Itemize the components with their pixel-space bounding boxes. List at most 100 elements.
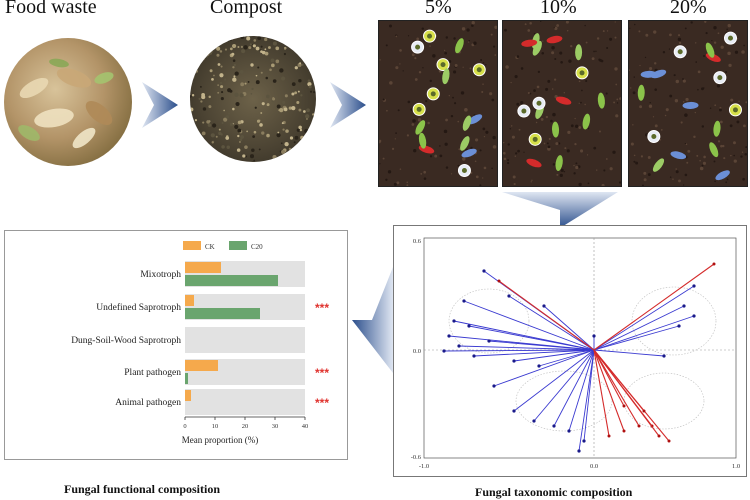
taxon-point xyxy=(532,419,536,423)
arrow-left-icon xyxy=(352,267,393,373)
category-label: Undefined Saprotroph xyxy=(96,302,181,313)
taxon-vector xyxy=(468,325,595,351)
environment-point xyxy=(642,409,646,413)
environment-point xyxy=(657,434,661,438)
taxon-vector xyxy=(538,349,595,367)
taxon-vector xyxy=(533,349,595,422)
functional-caption: Fungal functional composition xyxy=(64,482,221,496)
soil-panel-5 xyxy=(378,20,498,187)
y-tick-label: -0.6 xyxy=(411,454,422,461)
taxon-point xyxy=(542,304,546,308)
taxon-vector xyxy=(553,349,595,427)
x-tick-label: 40 xyxy=(302,423,309,430)
taxon-vector xyxy=(583,349,595,442)
functional-bar-chart: CK C20 Mixotroph Undefined Saprotroph *** Dun… xyxy=(4,230,348,460)
legend-swatch xyxy=(229,241,247,250)
arrow-right-icon xyxy=(330,82,366,128)
taxon-vector xyxy=(458,345,595,351)
taxon-vector xyxy=(593,315,695,351)
legend-label: CK xyxy=(205,243,215,251)
pct-20-label: 20% xyxy=(670,0,707,18)
arrow-down-icon xyxy=(502,192,618,228)
environment-point xyxy=(712,262,716,266)
taxon-point xyxy=(552,424,556,428)
taxon-point xyxy=(447,334,451,338)
y-tick-label: 0.6 xyxy=(413,238,422,245)
taxon-vector xyxy=(593,285,695,351)
environment-point xyxy=(497,279,501,283)
category-label: Animal pathogen xyxy=(115,398,181,408)
taxon-vector xyxy=(473,349,595,357)
group-ellipse xyxy=(623,372,705,430)
taxon-vector xyxy=(488,340,595,351)
environment-vector xyxy=(593,349,610,437)
taxon-vector xyxy=(443,349,595,352)
taxon-vector xyxy=(463,300,595,351)
legend-label: C20 xyxy=(251,243,263,251)
taxon-point xyxy=(567,429,571,433)
taxon-point xyxy=(512,409,516,413)
bar-c20 xyxy=(185,275,278,286)
group-ellipse xyxy=(515,370,613,432)
x-tick-label: 0 xyxy=(183,423,186,430)
taxon-point xyxy=(457,344,461,348)
environment-point xyxy=(622,404,626,408)
y-tick-label: 0.0 xyxy=(413,348,421,355)
group-ellipse xyxy=(631,286,717,356)
x-tick-label: 20 xyxy=(242,423,249,430)
taxon-point xyxy=(677,324,681,328)
taxon-vector xyxy=(593,325,680,351)
compost-label: Compost xyxy=(210,0,283,18)
taxon-point xyxy=(492,384,496,388)
environment-vector xyxy=(593,349,645,412)
taxon-vector xyxy=(593,349,665,357)
bar-background xyxy=(185,389,305,415)
x-tick-label: 0.0 xyxy=(590,463,598,470)
environment-point xyxy=(637,424,641,428)
pct-5-label: 5% xyxy=(425,0,452,18)
x-tick-label: -1.0 xyxy=(419,463,429,470)
environment-vector xyxy=(593,349,625,407)
significance-stars: *** xyxy=(315,301,329,315)
taxon-point xyxy=(582,439,586,443)
bar-ck xyxy=(185,295,194,306)
taxonomic-caption: Fungal taxonomic composition xyxy=(475,485,633,499)
taxon-point xyxy=(692,314,696,318)
taxon-point xyxy=(482,269,486,273)
legend-swatch xyxy=(183,241,201,250)
pct-10-label: 10% xyxy=(540,0,577,18)
taxon-vector xyxy=(593,305,685,351)
taxon-point xyxy=(692,284,696,288)
x-tick-label: 10 xyxy=(212,423,219,430)
taxon-point xyxy=(452,319,456,323)
taxon-vector xyxy=(493,349,595,387)
compost-image xyxy=(190,36,316,162)
taxon-point xyxy=(462,299,466,303)
food-waste-image xyxy=(4,38,132,166)
taxonomic-biplot: 0.6 0.0 -0.6 -1.0 0.0 1.0 xyxy=(393,225,747,477)
x-tick-label: 30 xyxy=(272,423,279,430)
bar-ck xyxy=(185,390,191,401)
environment-vector xyxy=(593,263,715,351)
taxon-vector xyxy=(568,349,595,432)
bar-ck xyxy=(185,262,221,273)
taxon-point xyxy=(512,359,516,363)
taxon-point xyxy=(442,349,446,353)
soil-panel-10 xyxy=(502,20,622,187)
environment-point xyxy=(622,429,626,433)
category-label: Plant pathogen xyxy=(124,368,181,378)
food-waste-label: Food waste xyxy=(5,0,97,18)
soil-panel-20 xyxy=(628,20,748,187)
environment-point xyxy=(667,439,671,443)
x-tick-label: 1.0 xyxy=(732,463,740,470)
taxon-point xyxy=(662,354,666,358)
taxon-point xyxy=(487,339,491,343)
environment-point xyxy=(607,434,611,438)
taxon-vector xyxy=(578,349,595,452)
arrow-right-icon xyxy=(142,82,178,128)
taxon-vector xyxy=(543,305,595,351)
environment-vector xyxy=(593,349,625,432)
group-ellipse xyxy=(448,288,530,354)
taxon-point xyxy=(472,354,476,358)
significance-stars: *** xyxy=(315,396,329,410)
